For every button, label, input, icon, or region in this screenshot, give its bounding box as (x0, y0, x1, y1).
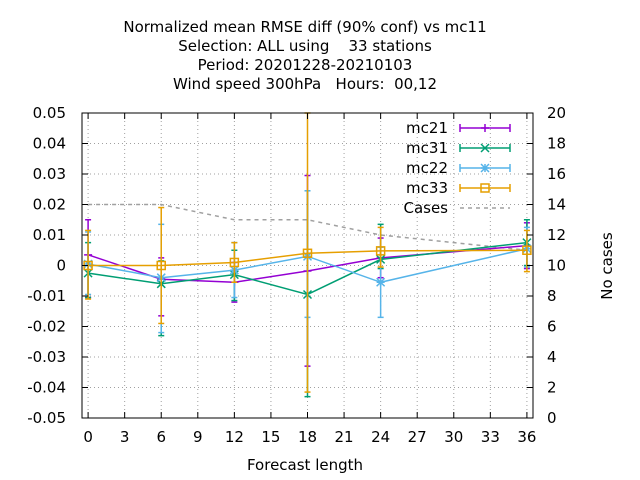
legend-label: mc21 (406, 119, 448, 137)
y2-tick-label: 2 (547, 379, 557, 397)
data-point (376, 277, 386, 287)
data-point (481, 124, 489, 132)
x-tick-label: 15 (261, 428, 280, 446)
y2-tick-label: 0 (547, 409, 557, 427)
y2-tick-label: 16 (547, 165, 566, 183)
y-tick-label: 0.05 (33, 104, 66, 122)
title-line-1: Normalized mean RMSE diff (90% conf) vs … (123, 18, 486, 36)
y-tick-label: 0 (56, 257, 66, 275)
x-tick-label: 21 (335, 428, 354, 446)
x-tick-label: 33 (481, 428, 500, 446)
y2-tick-label: 12 (547, 226, 566, 244)
x-tick-label: 9 (193, 428, 203, 446)
data-point (522, 245, 532, 255)
y2-axis-label: No cases (598, 232, 616, 300)
x-axis: 0 3 6 9 12 15 18 21 24 27 30 33 36 (83, 113, 536, 446)
series-line (88, 249, 527, 267)
series-mc33 (83, 112, 532, 393)
legend-label: mc22 (406, 159, 448, 177)
data-point (156, 260, 166, 271)
title-line-4: Wind speed 300hPa Hours: 00,12 (173, 75, 437, 93)
legend-label: Cases (403, 199, 448, 217)
y-tick-label: 0.02 (33, 196, 66, 214)
data-point (302, 248, 313, 259)
y2-axis: 0 2 4 6 8 10 12 14 16 18 20 (527, 104, 566, 427)
title-line-3: Period: 20201228-20210103 (198, 56, 413, 74)
series-line (87, 247, 528, 284)
data-point (375, 246, 386, 256)
x-tick-label: 24 (371, 428, 390, 446)
data-point (480, 183, 490, 193)
data-point (229, 257, 240, 268)
x-tick-label: 12 (225, 428, 244, 446)
y-tick-label: -0.04 (27, 379, 66, 397)
y2-tick-label: 10 (547, 257, 566, 275)
x-tick-label: 30 (444, 428, 463, 446)
cases-line (88, 203, 527, 251)
y2-tick-label: 20 (547, 104, 566, 122)
series-line (87, 241, 527, 296)
y-tick-label: 0.01 (33, 226, 66, 244)
chart-title: Normalized mean RMSE diff (90% conf) vs … (123, 18, 486, 93)
y-tick-label: -0.01 (27, 287, 66, 305)
x-axis-label: Forecast length (247, 456, 363, 474)
y-tick-label: -0.02 (27, 318, 66, 336)
legend-label: mc31 (406, 139, 448, 157)
y-axis: -0.05 -0.04 -0.03 -0.02 -0.01 0 0.01 0.02 0.03 0.… (27, 104, 88, 427)
y2-tick-label: 4 (547, 348, 557, 366)
x-tick-label: 27 (408, 428, 427, 446)
y2-tick-label: 18 (547, 135, 566, 153)
y2-tick-label: 8 (547, 287, 557, 305)
x-tick-label: 0 (83, 428, 93, 446)
title-line-2: Selection: ALL using 33 stations (178, 37, 432, 55)
data-point (480, 143, 490, 153)
series-layer (83, 112, 532, 398)
x-tick-label: 6 (156, 428, 166, 446)
legend: mc21 mc31 mc22 mc33 Cases (403, 119, 511, 217)
x-tick-label: 18 (298, 428, 317, 446)
y-tick-label: -0.03 (27, 348, 66, 366)
legend-label: mc33 (406, 179, 448, 197)
x-tick-label: 36 (517, 428, 536, 446)
y-tick-label: -0.05 (27, 409, 66, 427)
y-tick-label: 0.03 (33, 165, 66, 183)
y2-tick-label: 6 (547, 318, 557, 336)
data-point (480, 163, 490, 173)
y2-tick-label: 14 (547, 196, 566, 214)
y-tick-label: 0.04 (33, 135, 66, 153)
cases-layer (88, 203, 527, 251)
x-tick-label: 3 (120, 428, 130, 446)
